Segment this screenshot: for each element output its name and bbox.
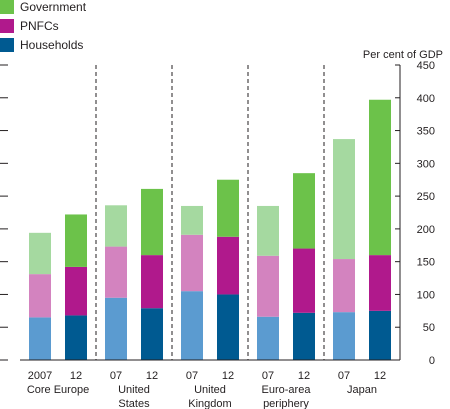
group-label: Euro-area	[262, 384, 312, 396]
legend-swatch-pnfcs	[0, 19, 14, 33]
group-label: Core Europe	[27, 384, 89, 396]
y-tick-label: 0	[429, 355, 435, 367]
x-tick-label: 07	[338, 370, 350, 382]
x-tick-label: 12	[70, 370, 82, 382]
group-label: United	[118, 384, 150, 396]
group-separators	[95, 65, 325, 360]
x-tick-label: 12	[146, 370, 158, 382]
bar-segment-households	[293, 312, 315, 360]
y-tick-label: 100	[417, 289, 435, 301]
bar-segment-households	[29, 317, 51, 360]
legend-swatch-households	[0, 38, 14, 52]
bar-segment-pnfcs	[141, 255, 163, 309]
y-tick-label: 250	[417, 191, 435, 203]
bar-segment-households	[217, 294, 239, 360]
bar-segment-pnfcs	[257, 255, 279, 317]
group-label: United	[194, 384, 226, 396]
group-label: Kingdom	[188, 398, 231, 409]
bar-segment-pnfcs	[293, 248, 315, 313]
bar-segment-government	[181, 205, 203, 235]
x-tick-label: 07	[110, 370, 122, 382]
axes	[20, 65, 401, 361]
bar-segment-pnfcs	[29, 274, 51, 318]
y-tick-label: 150	[417, 257, 435, 269]
x-tick-label: 12	[222, 370, 234, 382]
group-label: States	[118, 398, 150, 409]
y-tick-label: 350	[417, 126, 435, 138]
bar-segment-pnfcs	[181, 234, 203, 292]
y-tick-label: 400	[417, 93, 435, 105]
x-tick-label: 07	[262, 370, 274, 382]
bar-segment-government	[217, 179, 239, 237]
bar-segment-government	[65, 214, 87, 267]
bar-segment-government	[257, 205, 279, 256]
legend-label-pnfcs: PNFCs	[20, 19, 59, 33]
y-tick-label: 450	[417, 60, 435, 72]
legend: Government PNFCs Households	[0, 0, 87, 52]
bar-segment-pnfcs	[217, 236, 239, 295]
legend-label-government: Government	[20, 0, 87, 14]
bar-segment-pnfcs	[105, 246, 127, 298]
legend-label-households: Households	[20, 38, 83, 52]
bar-segment-households	[333, 312, 355, 360]
legend-swatch-government	[0, 0, 14, 14]
group-label: periphery	[263, 398, 309, 409]
x-tick-label: 12	[374, 370, 386, 382]
y-tick-label: 300	[417, 158, 435, 170]
x-tick-label: 07	[186, 370, 198, 382]
bar-segment-government	[333, 139, 355, 260]
bar-segment-households	[141, 308, 163, 360]
unit-label: Per cent of GDP	[363, 49, 443, 61]
bar-segment-government	[141, 188, 163, 256]
bar-segment-households	[105, 297, 127, 360]
bar-segment-households	[181, 291, 203, 360]
x-tick-label: 2007	[28, 370, 52, 382]
bar-segment-pnfcs	[65, 266, 87, 316]
x-axis-labels: 2007 12 Core Europe 07 12 United States 07 12 Uni…	[27, 370, 386, 409]
bar-segment-households	[257, 316, 279, 360]
group-label: Japan	[347, 384, 377, 396]
bar-segment-government	[369, 99, 391, 256]
bar-segment-households	[65, 315, 87, 360]
x-tick-label: 12	[298, 370, 310, 382]
y-axis-ticks: 0 50 100 150 200 250 300 350 400 450	[0, 60, 435, 367]
bar-segment-government	[29, 232, 51, 275]
y-tick-label: 50	[423, 322, 435, 334]
bar-segment-pnfcs	[333, 259, 355, 313]
bar-segment-government	[105, 205, 127, 247]
y-tick-label: 200	[417, 224, 435, 236]
bars	[29, 99, 391, 360]
bar-segment-households	[369, 310, 391, 360]
bar-segment-government	[293, 173, 315, 249]
bar-segment-pnfcs	[369, 255, 391, 311]
